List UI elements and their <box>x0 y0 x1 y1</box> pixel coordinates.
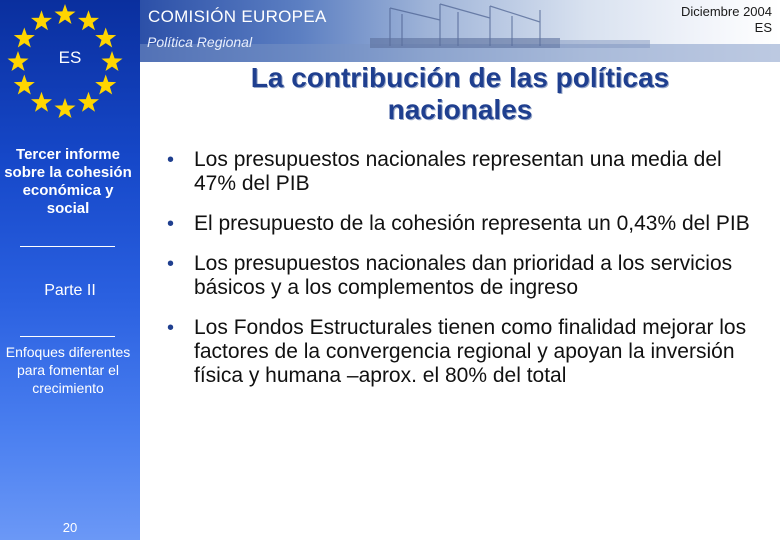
bullet-list: • Los presupuestos nacionales representa… <box>164 148 764 404</box>
divider <box>20 336 115 337</box>
bullet-text: El presupuesto de la cohesión representa… <box>194 212 750 235</box>
language-code: ES <box>58 48 82 67</box>
bullet-icon: • <box>167 253 175 275</box>
bullet-icon: • <box>167 213 175 235</box>
bullet-item: • Los Fondos Estructurales tienen como f… <box>164 316 764 388</box>
bullet-icon: • <box>167 317 175 339</box>
language-line: ES <box>754 20 772 35</box>
bullet-text: Los presupuestos nacionales representan … <box>194 148 722 195</box>
bullet-text: Los Fondos Estructurales tienen como fin… <box>194 316 747 387</box>
sidebar: ES Tercer informe sobre la cohesión econ… <box>0 0 140 540</box>
page-number: 20 <box>62 520 78 535</box>
slide-title-line: nacionales <box>387 94 533 125</box>
organization-name: COMISIÓN EUROPEA <box>148 7 327 26</box>
part-label: Parte II <box>44 282 96 299</box>
bullet-icon: • <box>167 149 175 171</box>
bullet-item: • Los presupuestos nacionales dan priori… <box>164 252 764 300</box>
department-name: Política Regional <box>147 34 253 50</box>
harbour-photo <box>140 3 780 62</box>
slide-title-line: La contribución de las políticas <box>250 62 670 93</box>
date-stamp: Diciembre 2004 ES <box>681 4 772 36</box>
header-banner-image <box>140 0 780 62</box>
bullet-item: • El presupuesto de la cohesión represen… <box>164 212 764 236</box>
report-title: Tercer informe sobre la cohesión económi… <box>4 146 132 217</box>
slide-title: La contribución de las políticas naciona… <box>170 62 750 126</box>
bullet-item: • Los presupuestos nacionales representa… <box>164 148 764 196</box>
section-subtitle: Enfoques diferentes para fomentar el cre… <box>5 344 131 396</box>
bullet-text: Los presupuestos nacionales dan priorida… <box>194 252 733 299</box>
date-line: Diciembre 2004 <box>680 4 772 19</box>
divider <box>20 246 115 247</box>
